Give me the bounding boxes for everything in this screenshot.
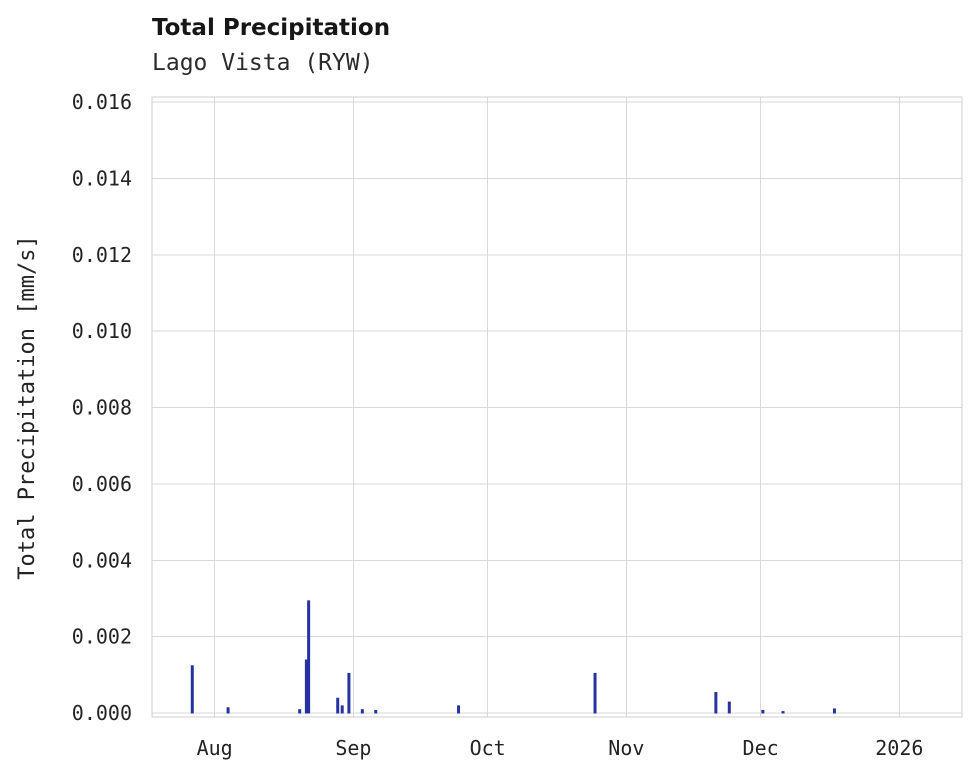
y-tick-label: 0.000 (72, 701, 132, 725)
y-tick-label: 0.010 (72, 319, 132, 343)
y-tick-label: 0.006 (72, 472, 132, 496)
chart-subtitle: Lago Vista (RYW) (152, 50, 374, 76)
x-tick-label: 2026 (875, 736, 923, 760)
plot-border (151, 96, 963, 718)
y-tick-label: 0.004 (72, 548, 132, 572)
y-tick-label: 0.012 (72, 243, 132, 267)
x-tick-label: Nov (608, 736, 644, 760)
chart-title: Total Precipitation (152, 15, 391, 41)
y-axis-label: Total Precipitation [mm/s] (15, 235, 40, 579)
y-tick-label: 0.014 (72, 166, 132, 190)
y-tick-label: 0.016 (72, 90, 132, 114)
x-tick-label: Oct (470, 736, 506, 760)
x-tick-label: Aug (197, 736, 233, 760)
y-tick-label: 0.008 (72, 396, 132, 420)
x-tick-label: Sep (335, 736, 371, 760)
y-tick-label: 0.002 (72, 625, 132, 649)
x-tick-label: Dec (743, 736, 779, 760)
